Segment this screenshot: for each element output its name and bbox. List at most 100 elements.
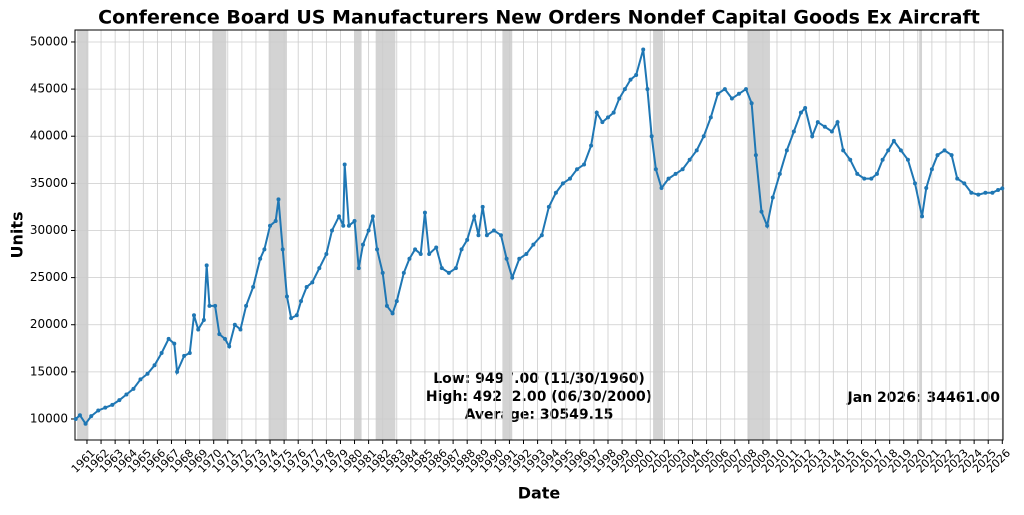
data-point xyxy=(187,351,192,356)
recession-band xyxy=(77,30,89,440)
data-point xyxy=(539,233,544,238)
data-point xyxy=(524,252,529,257)
data-point xyxy=(83,421,88,426)
data-point xyxy=(77,413,82,418)
data-point xyxy=(273,219,278,224)
data-point xyxy=(294,313,299,318)
data-point xyxy=(736,91,741,96)
data-point xyxy=(722,87,727,92)
y-tick-label: 45000 xyxy=(30,82,68,96)
data-point xyxy=(955,176,960,181)
data-point xyxy=(329,228,334,233)
data-point xyxy=(653,167,658,172)
data-point xyxy=(829,129,834,134)
y-tick-label: 50000 xyxy=(30,34,68,48)
data-point xyxy=(201,318,206,323)
data-point xyxy=(617,96,622,101)
data-point xyxy=(822,124,827,129)
data-point xyxy=(729,96,734,101)
data-point xyxy=(784,148,789,153)
data-point xyxy=(694,148,699,153)
data-point xyxy=(835,120,840,125)
data-point xyxy=(472,214,477,219)
data-point xyxy=(217,332,222,337)
data-point xyxy=(465,237,470,242)
data-point xyxy=(172,341,177,346)
data-point xyxy=(175,369,180,374)
data-point xyxy=(238,327,243,332)
data-point xyxy=(324,252,329,257)
data-point xyxy=(641,47,646,52)
data-point xyxy=(138,377,143,382)
data-point xyxy=(504,256,509,261)
data-point xyxy=(227,344,232,349)
data-point xyxy=(744,87,749,92)
data-point xyxy=(89,414,94,419)
data-point xyxy=(352,219,357,224)
data-point xyxy=(798,110,803,115)
recession-band xyxy=(354,30,362,440)
data-point xyxy=(251,285,256,290)
recession-band xyxy=(502,30,513,440)
data-point xyxy=(380,270,385,275)
data-point xyxy=(606,115,611,120)
data-point xyxy=(384,303,389,308)
data-point xyxy=(594,110,599,115)
data-point xyxy=(949,153,954,158)
data-point xyxy=(929,167,934,172)
data-point xyxy=(422,210,427,215)
data-point xyxy=(898,148,903,153)
data-point xyxy=(582,162,587,167)
data-point xyxy=(360,242,365,247)
data-point xyxy=(413,247,418,252)
data-point xyxy=(673,171,678,176)
data-point xyxy=(874,171,879,176)
data-point xyxy=(575,167,580,172)
recession-band xyxy=(375,30,396,440)
data-point xyxy=(262,247,267,252)
data-point xyxy=(459,247,464,252)
data-point xyxy=(891,138,896,143)
data-point xyxy=(983,190,988,195)
data-point xyxy=(446,270,451,275)
recession-band xyxy=(653,30,663,440)
data-point xyxy=(284,294,289,299)
data-point xyxy=(117,398,122,403)
y-tick-label: 30000 xyxy=(30,223,68,237)
data-point xyxy=(645,87,650,92)
data-point xyxy=(268,223,273,228)
data-point xyxy=(517,256,522,261)
data-point xyxy=(401,270,406,275)
last-value-label: Jan 2026: 34461.00 xyxy=(847,390,1001,406)
data-point xyxy=(841,148,846,153)
data-point xyxy=(869,176,874,181)
data-point xyxy=(196,327,201,332)
data-point xyxy=(232,322,237,327)
data-point xyxy=(759,209,764,214)
data-point xyxy=(434,245,439,250)
data-point xyxy=(649,134,654,139)
data-point xyxy=(770,195,775,200)
y-tick-label: 10000 xyxy=(30,411,68,425)
data-point xyxy=(145,371,150,376)
data-point xyxy=(976,192,981,197)
data-point xyxy=(346,223,351,228)
data-point xyxy=(407,256,412,261)
data-point xyxy=(942,148,947,153)
data-point xyxy=(498,233,503,238)
data-point xyxy=(375,247,380,252)
data-point xyxy=(777,171,782,176)
data-point xyxy=(342,162,347,167)
annotation: High: 49202.00 (06/30/2000) xyxy=(426,389,652,405)
data-point xyxy=(634,72,639,77)
data-point xyxy=(191,313,196,318)
data-point xyxy=(912,181,917,186)
data-point xyxy=(886,148,891,153)
data-point xyxy=(996,187,1001,192)
data-point xyxy=(701,134,706,139)
data-point xyxy=(600,120,605,125)
data-point xyxy=(962,181,967,186)
data-point xyxy=(905,157,910,162)
data-point xyxy=(96,408,101,413)
